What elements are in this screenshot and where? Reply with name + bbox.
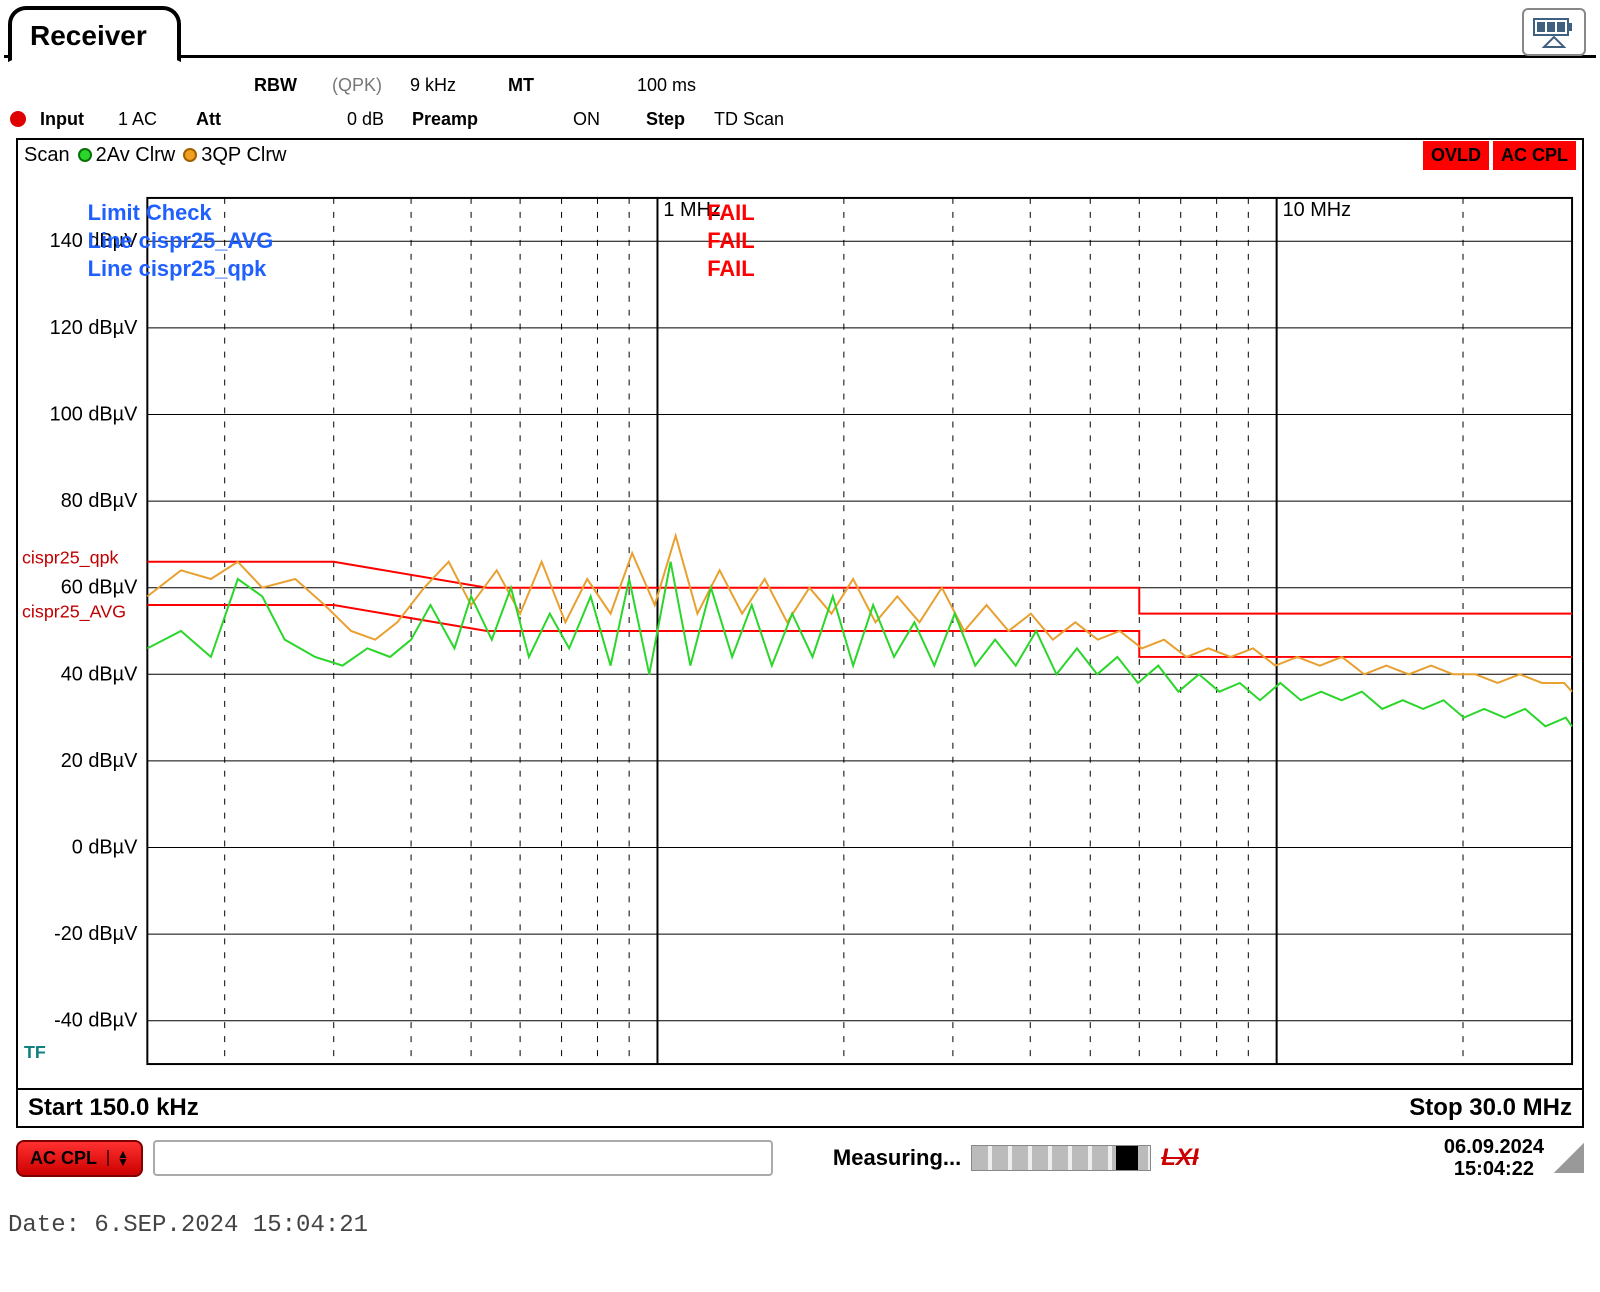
- svg-text:Line cispr25_AVG: Line cispr25_AVG: [88, 228, 274, 253]
- svg-text:TF: TF: [24, 1042, 46, 1062]
- scan-label: Scan: [24, 144, 70, 167]
- input-overload-dot: [10, 111, 26, 127]
- trace2-color-dot: [78, 148, 92, 162]
- ac-cpl-button-label: AC CPL: [30, 1148, 97, 1169]
- measuring-label: Measuring...: [833, 1145, 961, 1171]
- svg-text:-20 dBµV: -20 dBµV: [54, 923, 138, 945]
- trace3-label: 3QP Clrw: [201, 144, 286, 167]
- rbw-mode: (QPK): [332, 75, 402, 96]
- tab-receiver[interactable]: Receiver: [8, 6, 181, 62]
- command-input[interactable]: [153, 1140, 773, 1176]
- svg-text:60 dBµV: 60 dBµV: [61, 577, 138, 599]
- svg-text:40 dBµV: 40 dBµV: [61, 663, 138, 685]
- rbw-value: 9 kHz: [410, 75, 500, 96]
- svg-text:FAIL: FAIL: [707, 228, 754, 253]
- svg-text:10 MHz: 10 MHz: [1283, 199, 1351, 221]
- resize-grip-icon[interactable]: [1554, 1143, 1584, 1173]
- updown-icon: ▲▼: [107, 1150, 129, 1166]
- svg-text:120 dBµV: 120 dBµV: [50, 317, 138, 339]
- svg-text:80 dBµV: 80 dBµV: [61, 490, 138, 512]
- mt-label: MT: [508, 75, 534, 95]
- accpl-warning: AC CPL: [1493, 141, 1576, 170]
- svg-text:Limit Check: Limit Check: [88, 200, 213, 225]
- step-label: Step: [646, 109, 685, 129]
- trace3-color-dot: [183, 148, 197, 162]
- battery-icon: [1522, 8, 1586, 56]
- ac-cpl-button[interactable]: AC CPL ▲▼: [16, 1140, 143, 1177]
- spectrum-chart[interactable]: -40 dBµV -20 dBµV 0 dBµV 20 dBµV 40 dBµV 60 d…: [16, 170, 1584, 1090]
- att-value: 0 dB: [264, 109, 384, 130]
- svg-text:FAIL: FAIL: [707, 256, 754, 281]
- svg-text:cispr25_AVG: cispr25_AVG: [22, 602, 126, 623]
- progress-bar: [971, 1145, 1151, 1171]
- input-label: Input: [40, 109, 84, 129]
- trace2-label: 2Av Clrw: [96, 144, 176, 167]
- svg-text:20 dBµV: 20 dBµV: [61, 750, 138, 772]
- stop-freq: Stop 30.0 MHz: [1409, 1094, 1572, 1122]
- input-value: 1 AC: [118, 109, 188, 130]
- step-value: TD Scan: [714, 109, 784, 130]
- tab-underline: [4, 55, 1596, 58]
- preamp-value: ON: [530, 109, 600, 130]
- svg-text:0 dBµV: 0 dBµV: [72, 836, 138, 858]
- svg-text:FAIL: FAIL: [707, 200, 754, 225]
- timestamp: 06.09.2024 15:04:22: [1444, 1136, 1544, 1180]
- mt-value: 100 ms: [576, 75, 696, 96]
- ovld-warning: OVLD: [1423, 141, 1489, 170]
- att-label: Att: [196, 109, 221, 129]
- start-freq: Start 150.0 kHz: [28, 1094, 199, 1122]
- svg-text:100 dBµV: 100 dBµV: [50, 403, 138, 425]
- svg-text:cispr25_qpk: cispr25_qpk: [22, 548, 119, 569]
- preamp-label: Preamp: [412, 109, 478, 129]
- svg-text:-40 dBµV: -40 dBµV: [54, 1010, 138, 1032]
- lxi-icon: LXI: [1161, 1144, 1198, 1172]
- rbw-label: RBW: [254, 75, 297, 95]
- svg-text:Line cispr25_qpk: Line cispr25_qpk: [88, 256, 268, 281]
- footer-date: Date: 6.SEP.2024 15:04:21: [8, 1212, 1596, 1239]
